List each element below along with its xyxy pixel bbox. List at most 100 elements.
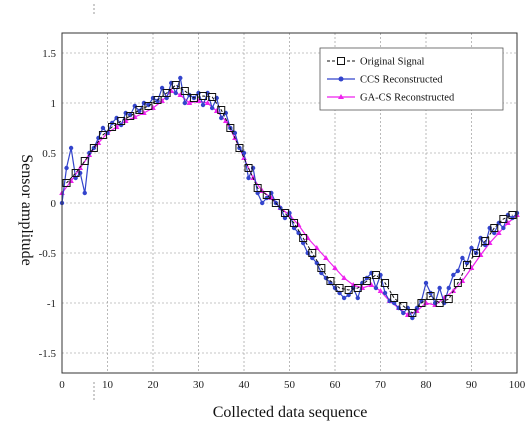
- data-point: [62, 179, 71, 187]
- x-tick-label: 50: [284, 379, 296, 391]
- data-point: [401, 310, 406, 316]
- data-point: [209, 105, 215, 111]
- data-point: [332, 265, 338, 270]
- data-point: [177, 92, 184, 97]
- x-tick-label: 20: [148, 379, 160, 391]
- data-point: [204, 100, 211, 105]
- data-point: [362, 277, 371, 285]
- data-point: [508, 211, 517, 219]
- series-original-signal: [62, 81, 517, 317]
- data-point: [244, 164, 253, 172]
- data-point: [381, 279, 390, 287]
- data-point: [144, 102, 153, 110]
- data-point: [171, 81, 180, 89]
- data-point: [496, 230, 502, 235]
- data-point: [126, 112, 135, 120]
- data-point: [98, 131, 107, 139]
- data-point: [155, 98, 160, 104]
- data-point: [314, 245, 320, 250]
- data-point: [146, 102, 151, 108]
- data-point: [308, 249, 317, 257]
- data-point: [82, 190, 87, 196]
- data-point: [135, 106, 144, 114]
- data-point: [323, 255, 329, 260]
- legend-original-label: Original Signal: [360, 57, 425, 68]
- x-tick-label: 90: [466, 379, 478, 391]
- data-point: [460, 255, 465, 261]
- x-tick-label: 70: [375, 379, 387, 391]
- data-point: [355, 295, 360, 301]
- y-tick-label: 1.5: [42, 48, 56, 60]
- data-point: [100, 125, 106, 131]
- data-point: [462, 261, 471, 269]
- data-point: [260, 200, 265, 206]
- series-ccs-reconstructed: [59, 75, 520, 321]
- data-point: [219, 115, 224, 121]
- data-point: [153, 96, 162, 104]
- data-point: [189, 94, 198, 102]
- y-tick-label: -0.5: [39, 248, 57, 260]
- data-point: [200, 102, 206, 108]
- data-point: [377, 288, 384, 293]
- series-layer: [59, 75, 520, 321]
- data-point: [290, 219, 299, 227]
- data-point: [426, 292, 435, 300]
- data-point: [453, 279, 462, 287]
- y-tick-label: 1: [51, 98, 57, 110]
- data-point: [472, 249, 481, 257]
- data-point: [341, 295, 347, 301]
- data-point: [490, 224, 499, 232]
- y-tick-label: 0.5: [42, 148, 56, 160]
- data-point: [399, 302, 408, 310]
- data-point: [68, 145, 74, 151]
- data-point: [437, 285, 442, 291]
- data-point: [64, 165, 69, 171]
- data-point: [317, 264, 326, 272]
- legend-gacs-label: GA-CS Reconstructed: [360, 93, 455, 104]
- data-point: [481, 237, 490, 245]
- legend-ccs-marker: [338, 76, 344, 82]
- data-point: [450, 288, 457, 293]
- data-point: [173, 90, 178, 96]
- x-tick-label: 100: [509, 379, 526, 391]
- data-point: [199, 92, 208, 100]
- data-point: [382, 290, 388, 296]
- data-point: [326, 277, 335, 285]
- data-point: [368, 282, 375, 287]
- tick-labels: 0 10 20 30 40 50 60 70 80 90 100 1.5 1 0.5 0 -0.5 -1 -1.5: [39, 48, 526, 391]
- data-point: [501, 225, 506, 231]
- data-point: [178, 75, 183, 81]
- data-point: [444, 295, 453, 303]
- y-axis-label: Sensor amplitude: [18, 154, 35, 266]
- x-tick-label: 40: [239, 379, 251, 391]
- data-point: [235, 144, 244, 152]
- data-point: [446, 285, 451, 291]
- data-point: [80, 157, 89, 165]
- data-point: [451, 272, 456, 278]
- legend-gacs-marker: [338, 94, 344, 99]
- data-point: [95, 140, 102, 145]
- data-point: [373, 285, 379, 291]
- data-point: [208, 93, 217, 101]
- data-point: [180, 87, 189, 95]
- data-point: [89, 144, 98, 152]
- y-tick-label: -1.5: [39, 348, 57, 360]
- data-point: [371, 271, 380, 279]
- data-point: [117, 117, 126, 125]
- data-point: [280, 209, 289, 217]
- plot-frame: [61, 32, 518, 374]
- y-tick-label: -1: [47, 298, 56, 310]
- data-point: [226, 124, 235, 132]
- data-point: [108, 123, 117, 131]
- data-point: [217, 106, 226, 114]
- x-tick-label: 0: [59, 379, 65, 391]
- series-line: [66, 84, 513, 314]
- data-point: [299, 234, 308, 242]
- data-point: [344, 286, 353, 294]
- data-point: [335, 284, 344, 292]
- x-tick-label: 80: [421, 379, 433, 391]
- data-point: [271, 199, 280, 207]
- data-point: [253, 184, 262, 192]
- data-point: [417, 299, 426, 307]
- data-point: [262, 191, 271, 199]
